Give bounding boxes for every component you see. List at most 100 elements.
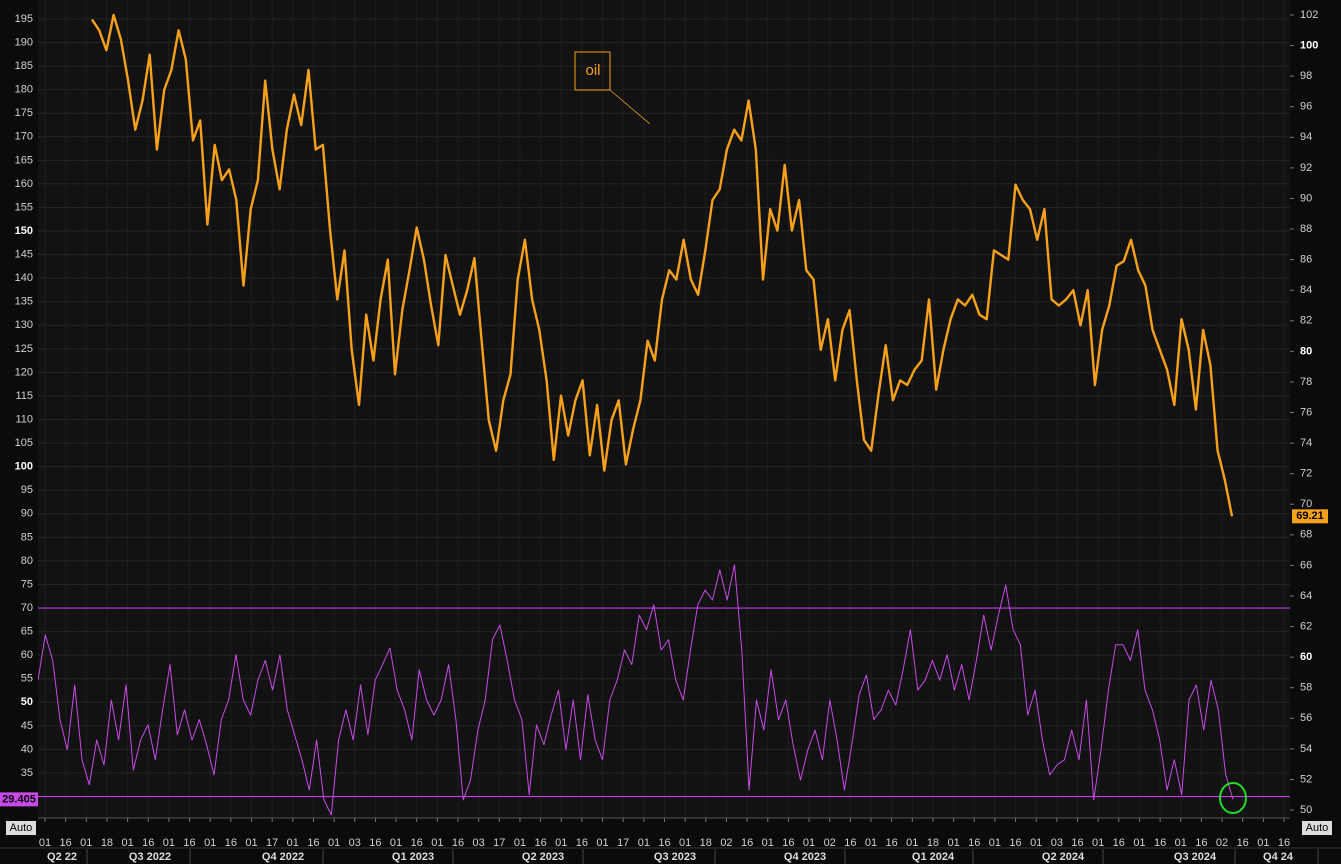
y2-tick-label: 82 bbox=[1300, 315, 1312, 327]
x-tick-label: 18 bbox=[700, 837, 712, 849]
y-tick-label: 175 bbox=[15, 107, 33, 119]
x-tick-label: 01 bbox=[390, 837, 402, 849]
y2-tick-label: 64 bbox=[1300, 590, 1312, 602]
x-tick-label: 16 bbox=[1278, 837, 1290, 849]
y2-tick-label: 94 bbox=[1300, 131, 1312, 143]
x-tick-label: 03 bbox=[349, 837, 361, 849]
x-tick-label: 16 bbox=[225, 837, 237, 849]
y2-tick-label: 102 bbox=[1300, 9, 1318, 21]
y2-tick-label: 74 bbox=[1300, 437, 1312, 449]
y-tick-label: 165 bbox=[15, 154, 33, 166]
y-tick-label: 190 bbox=[15, 36, 33, 48]
period-label: Q3 2022 bbox=[129, 851, 171, 863]
y2-tick-label: 66 bbox=[1300, 559, 1312, 571]
series-layer bbox=[38, 13, 1290, 816]
x-tick-label: 16 bbox=[741, 837, 753, 849]
x-tick-label: 02 bbox=[824, 837, 836, 849]
x-tick-label: 03 bbox=[1051, 837, 1063, 849]
x-tick-label: 16 bbox=[1113, 837, 1125, 849]
x-tick-label: 02 bbox=[720, 837, 732, 849]
period-label: Q1 2024 bbox=[912, 851, 955, 863]
y2-tick-label: 76 bbox=[1300, 406, 1312, 418]
y-tick-label: 90 bbox=[21, 508, 33, 520]
y2-tick-label: 62 bbox=[1300, 620, 1312, 632]
y2-tick-label: 90 bbox=[1300, 192, 1312, 204]
y2-tick-label: 52 bbox=[1300, 773, 1312, 785]
x-tick-label: 17 bbox=[266, 837, 278, 849]
auto-button-label[interactable]: Auto bbox=[1306, 822, 1329, 834]
x-tick-label: 01 bbox=[638, 837, 650, 849]
y2-tick-label: 78 bbox=[1300, 376, 1312, 388]
x-tick-label: 01 bbox=[1092, 837, 1104, 849]
x-tick-label: 18 bbox=[927, 837, 939, 849]
x-tick-label: 16 bbox=[782, 837, 794, 849]
y-tick-label: 160 bbox=[15, 178, 33, 190]
x-tick-label: 17 bbox=[493, 837, 505, 849]
x-tick-label: 16 bbox=[411, 837, 423, 849]
x-tick-label: 16 bbox=[142, 837, 154, 849]
y-tick-label: 140 bbox=[15, 272, 33, 284]
annotation-text: oil bbox=[585, 62, 600, 79]
auto-button-bg[interactable] bbox=[1302, 821, 1332, 835]
x-tick-label: 01 bbox=[287, 837, 299, 849]
series-line bbox=[91, 13, 1234, 517]
y-tick-label: 50 bbox=[21, 696, 33, 708]
x-tick-label: 01 bbox=[679, 837, 691, 849]
y2-tick-label: 86 bbox=[1300, 254, 1312, 266]
y-tick-label: 100 bbox=[15, 461, 33, 473]
auto-button[interactable]: Auto bbox=[6, 821, 36, 835]
x-tick-label: 01 bbox=[163, 837, 175, 849]
x-tick-label: 16 bbox=[60, 837, 72, 849]
auto-button-bg[interactable] bbox=[6, 821, 36, 835]
y-tick-label: 110 bbox=[15, 413, 33, 425]
annotation-leader bbox=[609, 89, 651, 125]
y-tick-label: 145 bbox=[15, 249, 33, 261]
x-tick-label: 16 bbox=[183, 837, 195, 849]
x-tick-label: 03 bbox=[473, 837, 485, 849]
x-tick-label: 16 bbox=[1154, 837, 1166, 849]
y2-tick-label: 68 bbox=[1300, 529, 1312, 541]
y-tick-label: 60 bbox=[21, 649, 33, 661]
auto-button-label[interactable]: Auto bbox=[10, 822, 33, 834]
x-tick-label: 16 bbox=[844, 837, 856, 849]
x-tick-label: 01 bbox=[906, 837, 918, 849]
y2-tick-label: 88 bbox=[1300, 223, 1312, 235]
series-line bbox=[38, 564, 1234, 816]
period-label: Q3 2024 bbox=[1174, 851, 1217, 863]
annotation: oil bbox=[574, 51, 651, 125]
last-value-box bbox=[0, 792, 38, 807]
x-tick-label: 16 bbox=[452, 837, 464, 849]
x-tick-label: 01 bbox=[989, 837, 1001, 849]
period-label: Q4 2023 bbox=[784, 851, 826, 863]
auto-button[interactable]: Auto bbox=[1302, 821, 1332, 835]
period-label: Q3 2023 bbox=[654, 851, 696, 863]
y2-tick-label: 50 bbox=[1300, 804, 1312, 816]
x-tick-label: 01 bbox=[803, 837, 815, 849]
y-tick-label: 125 bbox=[15, 343, 33, 355]
period-label: Q2 2023 bbox=[522, 851, 564, 863]
y-tick-label: 135 bbox=[15, 296, 33, 308]
y-tick-label: 35 bbox=[21, 767, 33, 779]
last-value-label: 29.405 bbox=[2, 793, 36, 805]
x-tick-label: 01 bbox=[204, 837, 216, 849]
y2-tick-label: 54 bbox=[1300, 743, 1312, 755]
x-tick-label: 01 bbox=[431, 837, 443, 849]
x-tick-label: 01 bbox=[762, 837, 774, 849]
y2-tick-label: 80 bbox=[1300, 345, 1312, 357]
x-tick-label: 16 bbox=[1237, 837, 1249, 849]
y-tick-label: 155 bbox=[15, 201, 33, 213]
y-tick-label: 185 bbox=[15, 60, 33, 72]
x-tick-label: 16 bbox=[1009, 837, 1021, 849]
x-tick-label: 16 bbox=[968, 837, 980, 849]
y2-tick-label: 84 bbox=[1300, 284, 1312, 296]
x-tick-label: 16 bbox=[576, 837, 588, 849]
x-tick-label: 16 bbox=[886, 837, 898, 849]
y-tick-label: 130 bbox=[15, 319, 33, 331]
x-tick-label: 01 bbox=[865, 837, 877, 849]
y-tick-label: 65 bbox=[21, 626, 33, 638]
x-tick-label: 01 bbox=[596, 837, 608, 849]
y-tick-label: 75 bbox=[21, 578, 33, 590]
x-tick-label: 16 bbox=[1195, 837, 1207, 849]
y-tick-label: 115 bbox=[15, 390, 33, 402]
